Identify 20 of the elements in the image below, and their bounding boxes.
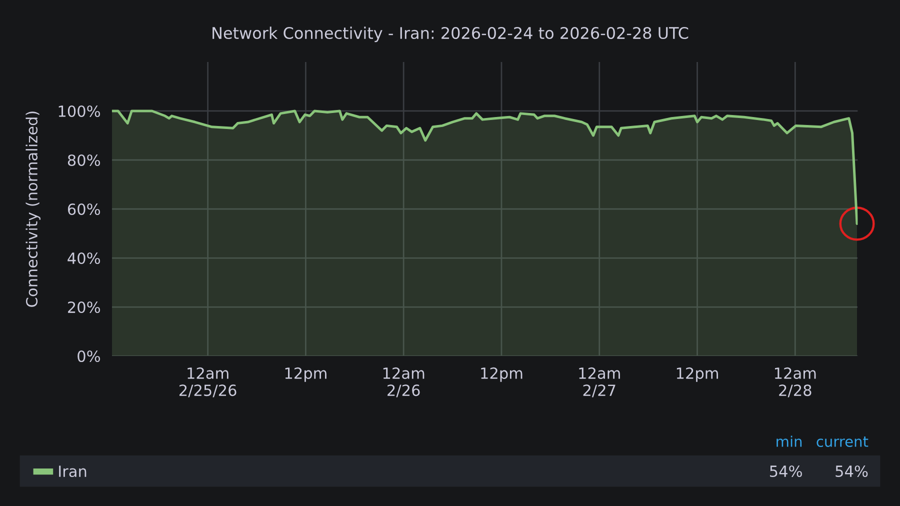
legend-label: Iran: [59, 466, 86, 478]
chart-title: Network Connectivity - Iran: 2026-02-24 to 2026-02-28 UTC: [212, 26, 688, 42]
x-tick-label: 12pm: [481, 367, 522, 382]
x-tick-label: 12am 2/27: [579, 367, 620, 398]
x-tick-label: 12pm: [285, 367, 326, 382]
text: 54%: [836, 465, 868, 478]
y-tick-label: 20%: [68, 301, 100, 314]
text: current: [816, 436, 868, 447]
text: min: [776, 436, 802, 447]
x-tick-label: 12pm: [676, 367, 718, 382]
x-tick-label: 12am 2/25/26: [179, 367, 236, 398]
x-tick-label: 12am 2/28: [774, 367, 816, 398]
y-tick-label: 80%: [68, 154, 100, 166]
y-tick-label: 60%: [68, 203, 100, 216]
y-tick-label: 0%: [78, 350, 100, 362]
x-tick-label: 12am 2/26: [383, 367, 424, 398]
y-axis-title: Connectivity (normalized): [26, 112, 41, 307]
y-tick-label: 100%: [58, 105, 100, 118]
text: 54%: [770, 465, 802, 478]
y-tick-label: 40%: [68, 252, 100, 264]
